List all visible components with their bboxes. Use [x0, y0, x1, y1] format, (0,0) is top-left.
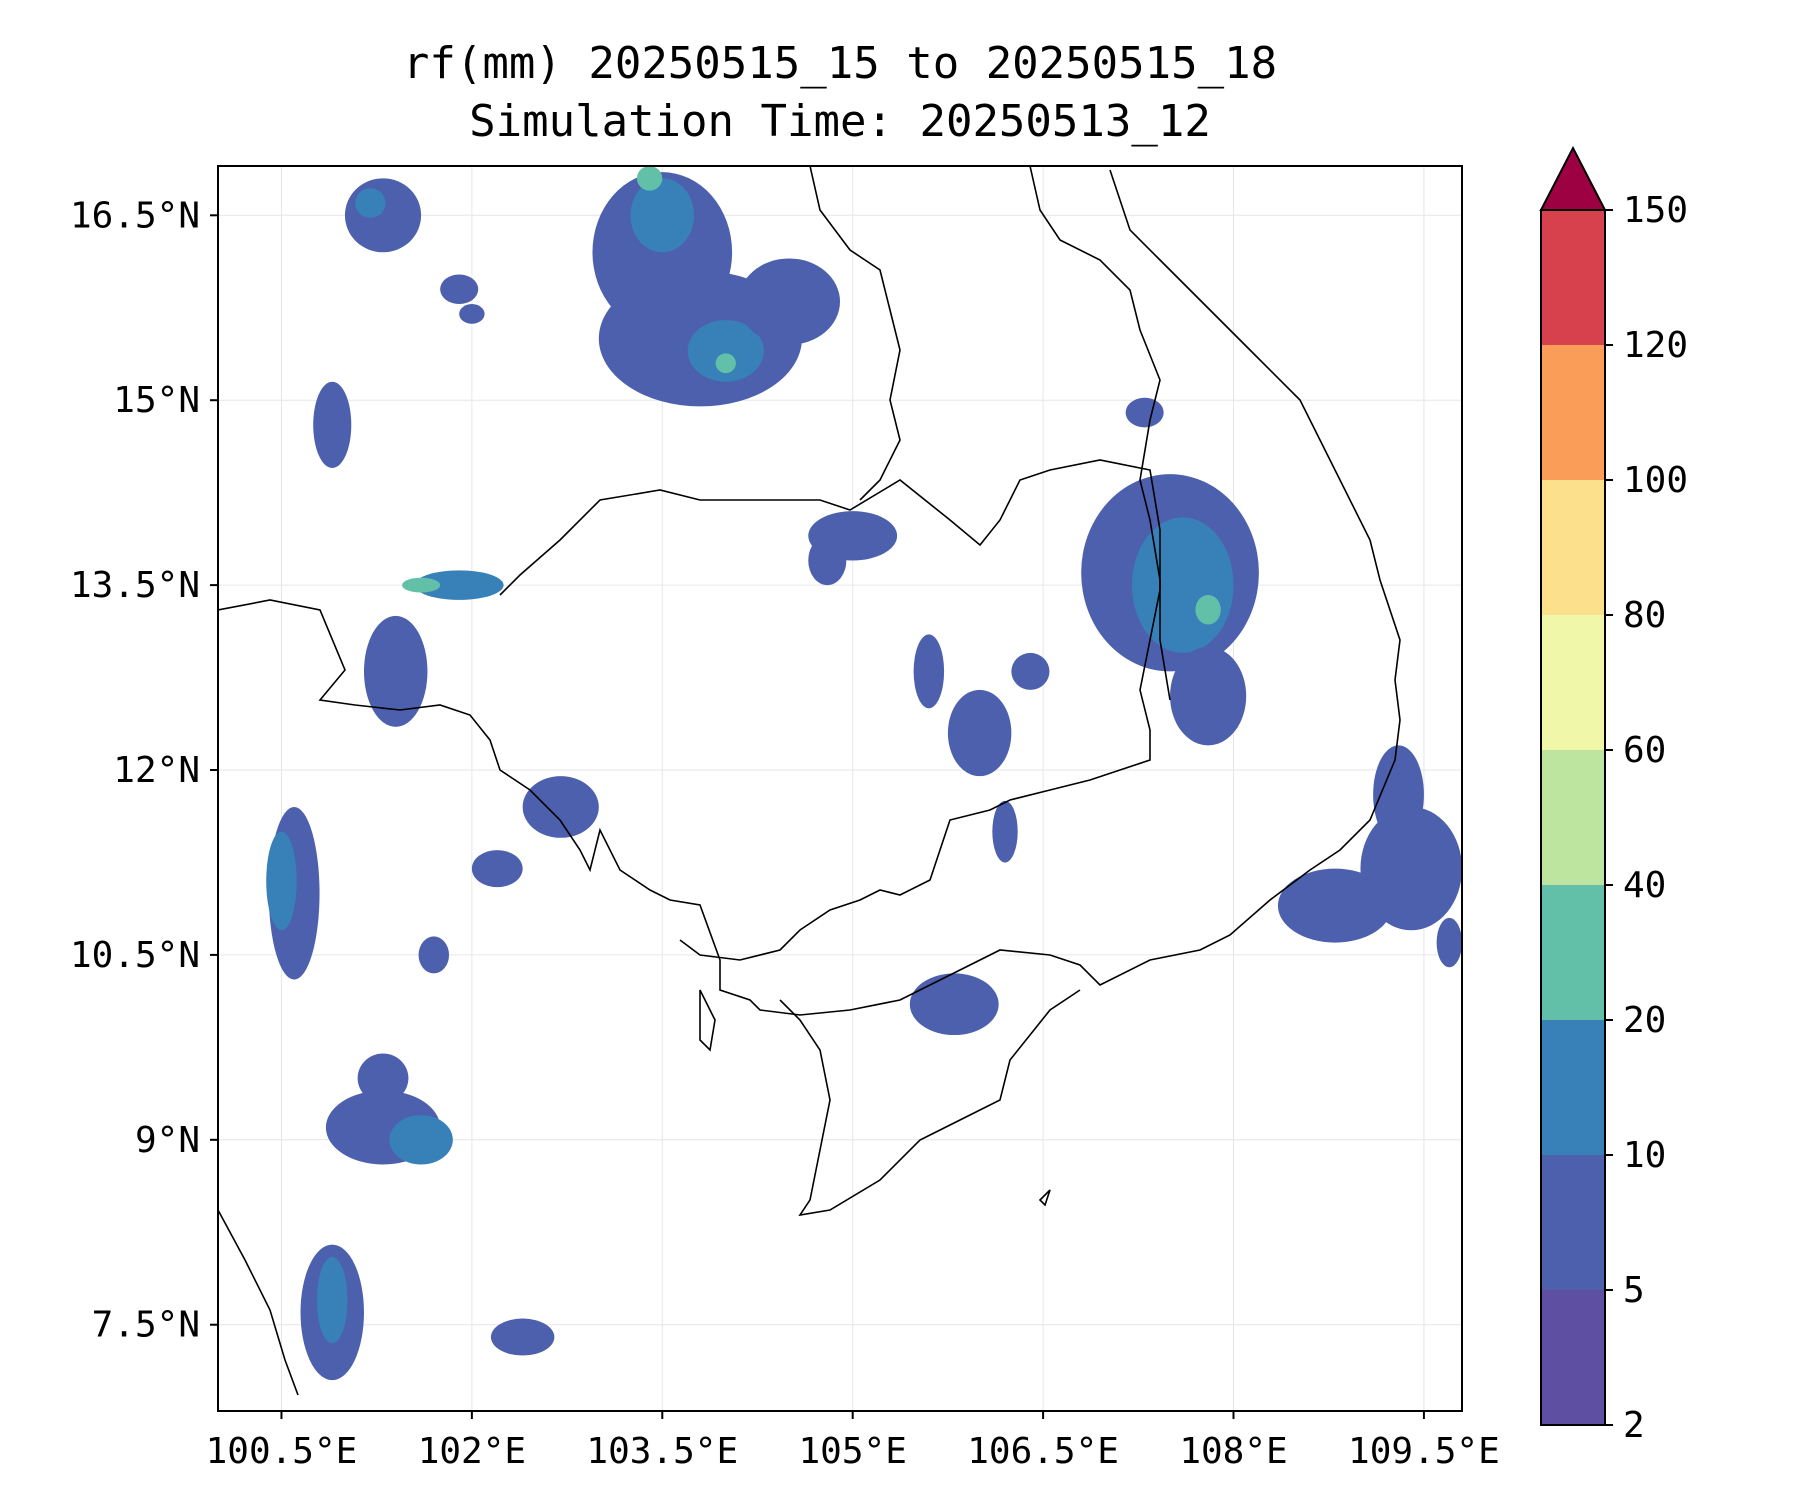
colorbar: 2 5 10 20 40 60 80 100 120 150	[1539, 145, 1688, 1446]
rain-patch-24	[363, 615, 428, 727]
y-tick-label-4: 13.5°N	[70, 565, 200, 606]
rain-patch-40	[1373, 745, 1424, 844]
x-tick-label-1: 102°E	[418, 1431, 526, 1472]
rain-patch-11	[313, 381, 352, 469]
colorbar-segment-4	[1541, 750, 1605, 885]
rainfall-field	[266, 166, 1462, 1381]
rain-patch-36	[909, 973, 999, 1036]
x-tick-label-0: 100.5°E	[206, 1431, 358, 1472]
map-axes: 100.5°E 102°E 103.5°E 105°E 106.5°E 108°E 109.…	[70, 195, 1500, 1472]
colorbar-label-3: 20	[1623, 1000, 1666, 1041]
rain-patch-30	[357, 1053, 409, 1103]
rain-patch-20	[913, 634, 945, 709]
colorbar-segment-2	[1541, 1020, 1605, 1155]
rain-patch-32	[389, 1115, 453, 1165]
rain-patch-10	[459, 304, 485, 324]
rain-patch-4	[636, 166, 663, 191]
rain-patch-35	[490, 1318, 555, 1356]
map-background	[218, 166, 1462, 1411]
rain-patch-29	[418, 936, 450, 974]
colorbar-label-6: 80	[1623, 595, 1666, 636]
y-tick-label-2: 10.5°N	[70, 935, 200, 976]
colorbar-extend-arrow	[1539, 145, 1607, 211]
rain-patch-9	[440, 274, 479, 305]
colorbar-label-4: 40	[1623, 865, 1666, 906]
rain-patch-0	[344, 178, 422, 253]
rain-patch-28	[471, 850, 523, 888]
rain-patch-19	[947, 689, 1012, 777]
rain-patch-6	[687, 320, 764, 382]
colorbar-segment-0	[1541, 1290, 1605, 1425]
y-tick-label-5: 15°N	[113, 380, 200, 421]
x-tick-label-3: 105°E	[799, 1431, 907, 1472]
x-tick-label-6: 109.5°E	[1348, 1431, 1500, 1472]
colorbar-segment-8	[1541, 210, 1605, 345]
colorbar-frame	[1540, 209, 1606, 1426]
border-cambodia	[499, 459, 1161, 961]
rain-patch-16	[1125, 397, 1164, 428]
colorbar-label-5: 60	[1623, 730, 1666, 771]
rain-patch-14	[1195, 594, 1221, 625]
colorbar-segment-1	[1541, 1155, 1605, 1290]
rain-patch-1	[355, 188, 386, 218]
rain-patch-15	[1170, 646, 1247, 746]
colorbar-label-7: 100	[1623, 460, 1688, 501]
rain-patch-13	[1131, 517, 1234, 653]
rain-patch-37	[992, 800, 1018, 863]
rain-patch-22	[414, 570, 504, 600]
rain-patch-26	[266, 831, 297, 931]
colorbar-label-8: 120	[1623, 325, 1688, 366]
y-tick-label-0: 7.5°N	[92, 1305, 200, 1346]
colorbar-label-1: 5	[1623, 1270, 1645, 1311]
coastline-mekong-delta	[779, 989, 1081, 1217]
colorbar-segment-5	[1541, 615, 1605, 750]
rain-patch-7	[715, 353, 736, 374]
border-thailand-laos	[809, 166, 1161, 501]
colorbar-label-2: 10	[1623, 1135, 1666, 1176]
colorbar-segment-3	[1541, 885, 1605, 1020]
colorbar-segment-7	[1541, 345, 1605, 480]
rain-patch-41	[1436, 917, 1462, 968]
x-tick-label-2: 103.5°E	[586, 1431, 738, 1472]
map-title: rf(mm) 20250515_15 to 20250515_18	[402, 38, 1278, 89]
y-tick-label-1: 9°N	[135, 1120, 200, 1161]
rain-patch-18	[808, 535, 847, 586]
rain-patch-23	[402, 577, 441, 593]
coastlines-and-borders	[218, 166, 1401, 1396]
rain-patch-34	[317, 1256, 348, 1344]
coastline-islands	[699, 989, 1051, 1207]
rain-patch-21	[1011, 652, 1050, 690]
border-vietnam-laos	[1139, 419, 1171, 701]
coastline-gulf-of-thailand	[218, 169, 1401, 1396]
colorbar-label-0: 2	[1623, 1405, 1645, 1446]
map-subtitle: Simulation Time: 20250513_12	[469, 96, 1211, 147]
x-tick-label-4: 106.5°E	[967, 1431, 1119, 1472]
map-frame	[217, 165, 1463, 1412]
rain-patch-27	[522, 776, 599, 838]
rain-patch-8	[738, 258, 840, 345]
gridlines	[218, 166, 1462, 1411]
y-tick-label-6: 16.5°N	[70, 195, 200, 236]
rain-patch-3	[630, 178, 695, 253]
colorbar-label-9: 150	[1623, 190, 1688, 231]
rain-patch-39	[1360, 806, 1462, 931]
x-tick-label-5: 108°E	[1179, 1431, 1287, 1472]
colorbar-segment-6	[1541, 480, 1605, 615]
y-tick-label-3: 12°N	[113, 750, 200, 791]
